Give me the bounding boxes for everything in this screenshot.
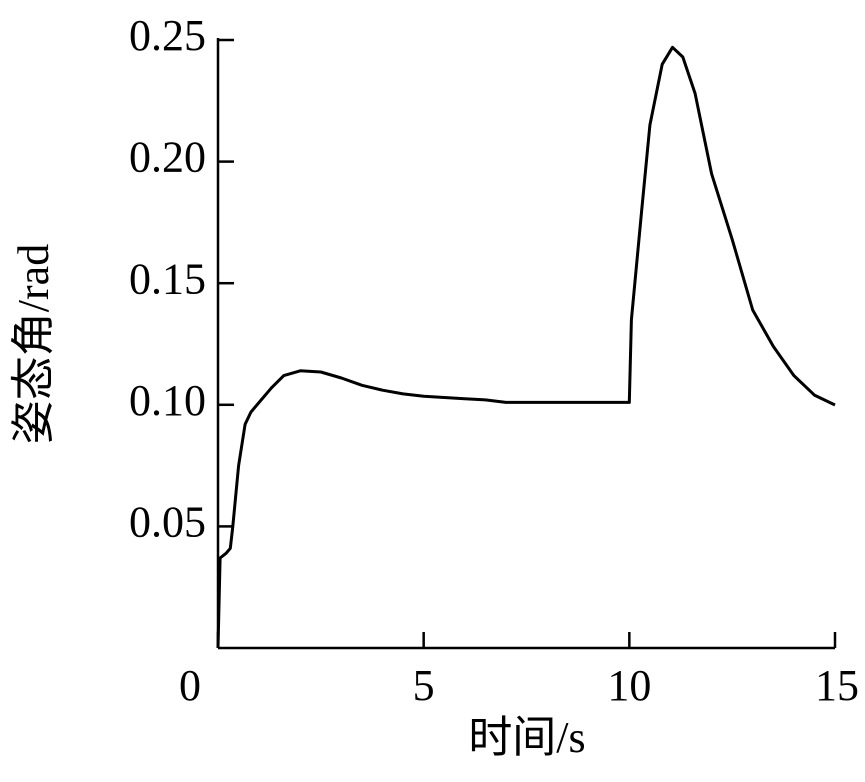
y-tick-label: 0.20 — [129, 133, 206, 182]
x-axis-label: 时间/s — [468, 713, 585, 762]
y-tick-label: 0.25 — [129, 11, 206, 60]
x-tick-label: 15 — [815, 661, 859, 710]
x-tick-label: 5 — [413, 661, 435, 710]
y-tick-label: 0.10 — [129, 376, 206, 425]
y-tick-label: 0.15 — [129, 254, 206, 303]
data-line — [216, 45, 836, 649]
x-tick-label: 10 — [607, 661, 651, 710]
y-tick-label: 0.05 — [129, 497, 206, 546]
x-tick-label: 0 — [179, 661, 201, 710]
y-axis-label: 姿态角/rad — [9, 244, 58, 444]
